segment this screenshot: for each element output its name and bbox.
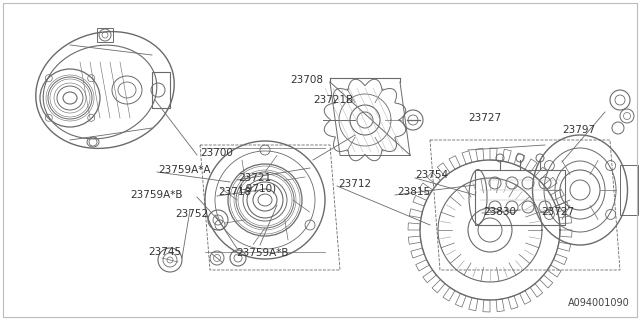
Text: 23797: 23797 — [562, 125, 595, 135]
Text: 23708: 23708 — [290, 75, 323, 85]
Text: 23700: 23700 — [200, 148, 233, 158]
Text: 23815: 23815 — [397, 187, 430, 197]
Text: 23721B: 23721B — [313, 95, 353, 105]
Bar — [620, 165, 638, 215]
Bar — [97, 28, 113, 42]
Bar — [475, 170, 565, 225]
Text: 23759A*B: 23759A*B — [236, 248, 289, 258]
Text: 23759A*A: 23759A*A — [158, 165, 211, 175]
Text: 23754: 23754 — [415, 170, 448, 180]
Text: A094001090: A094001090 — [568, 298, 630, 308]
Text: 23718: 23718 — [218, 187, 251, 197]
Text: (-9710): (-9710) — [238, 183, 276, 193]
Text: 23830: 23830 — [483, 207, 516, 217]
Text: 23721: 23721 — [238, 173, 271, 183]
Text: 23727: 23727 — [541, 207, 574, 217]
Text: 23745: 23745 — [148, 247, 181, 257]
Bar — [152, 72, 170, 108]
Text: 23759A*B: 23759A*B — [130, 190, 182, 200]
Text: 23727: 23727 — [468, 113, 501, 123]
Text: 23752: 23752 — [175, 209, 208, 219]
Text: 23712: 23712 — [338, 179, 371, 189]
